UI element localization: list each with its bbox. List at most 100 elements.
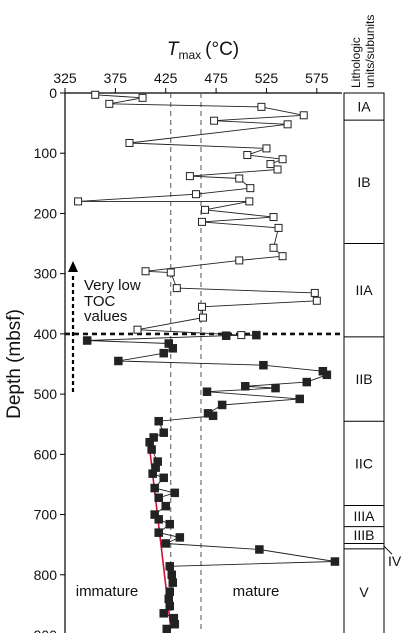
- y-tick-label-0: 0: [49, 85, 57, 101]
- filled-square-point-19: [159, 428, 168, 437]
- reference-lines: [65, 93, 342, 633]
- filled-square-point-7: [259, 360, 268, 370]
- filled-square-point-32: [154, 515, 163, 524]
- lithology-leader-7: [383, 545, 393, 555]
- open-square-point-15: [246, 184, 255, 193]
- y-tick-label-2: 200: [34, 205, 58, 221]
- series-markers: [74, 90, 340, 633]
- y-tick-label-6: 600: [34, 446, 58, 462]
- filled-square-point-28: [170, 488, 180, 498]
- filled-square-point-40: [167, 570, 177, 580]
- open-square-point-18: [245, 197, 254, 206]
- filled-square-point-35: [175, 533, 185, 542]
- y-tick-label-7: 700: [34, 507, 58, 523]
- filled-square-point-34: [154, 528, 163, 537]
- x-tick-label-0: 325: [53, 70, 77, 86]
- open-square-point-10: [278, 155, 287, 164]
- filled-square-point-18: [154, 416, 163, 426]
- filled-square-point-0: [252, 330, 261, 340]
- low-toc-annotation-line-3: values: [84, 308, 127, 325]
- x-tick-label-3: 475: [204, 70, 228, 86]
- filled-square-point-2: [82, 336, 92, 345]
- open-square-point-27: [166, 268, 175, 277]
- open-square-point-7: [125, 138, 134, 147]
- low-toc-arrow-head: [68, 261, 78, 272]
- filled-square-point-11: [241, 382, 250, 391]
- low-toc-annotation-line-2: TOC: [84, 293, 116, 310]
- lithology-unit-IIIA: IIIA: [353, 508, 375, 524]
- filled-square-point-41: [168, 578, 178, 587]
- open-square-point-3: [257, 102, 266, 111]
- filled-square-point-29: [154, 493, 163, 502]
- annotations: Very low TOC values immature mature: [68, 261, 279, 600]
- filled-square-point-13: [202, 387, 212, 396]
- lithology-unit-IA: IA: [357, 99, 371, 115]
- y-tick-label-3: 300: [34, 266, 58, 282]
- filled-square-point-10: [302, 377, 311, 387]
- open-square-point-11: [266, 160, 275, 169]
- open-square-point-30: [312, 296, 321, 305]
- filled-square-point-6: [114, 356, 123, 366]
- filled-square-point-21: [145, 438, 154, 447]
- lithology-unit-IIB: IIB: [355, 371, 372, 387]
- open-square-point-23: [269, 243, 278, 252]
- lithology-unit-V: V: [359, 584, 369, 600]
- lithology-unit-IIIB: IIIB: [353, 527, 374, 543]
- y-tick-label-8: 800: [34, 567, 58, 583]
- x-axis-title-symbol: T: [167, 39, 180, 60]
- x-tick-label-5: 575: [305, 70, 329, 86]
- lithology-column: IA IB IIA IIB IIC IIIA IIIB IV V: [343, 92, 402, 633]
- open-square-point-0: [91, 90, 100, 99]
- open-square-point-24: [278, 252, 287, 261]
- filled-square-point-25: [148, 469, 157, 478]
- lithology-unit-IIC: IIC: [355, 455, 373, 471]
- filled-square-point-9: [322, 370, 332, 380]
- open-square-point-13: [185, 172, 194, 181]
- immature-label: immature: [76, 583, 139, 600]
- x-axis-title-unit: (°C): [205, 39, 239, 60]
- open-square-point-28: [172, 284, 181, 293]
- filled-square-point-5: [159, 348, 168, 358]
- filled-square-point-47: [170, 619, 180, 629]
- x-axis-title-subscript: max: [178, 48, 201, 62]
- open-square-point-26: [141, 267, 150, 276]
- open-square-point-34: [237, 331, 246, 340]
- plot-frame: [64, 92, 342, 633]
- filled-square-point-1: [221, 331, 231, 340]
- filled-square-point-39: [165, 562, 175, 571]
- filled-square-point-15: [217, 400, 227, 410]
- lithology-unit-IV: IV: [388, 553, 402, 569]
- filled-square-point-38: [330, 557, 340, 566]
- filled-square-point-43: [164, 594, 173, 604]
- open-square-point-19: [201, 205, 210, 214]
- filled-square-point-14: [295, 394, 304, 404]
- open-square-point-6: [283, 120, 292, 129]
- open-square-point-12: [273, 165, 282, 174]
- open-square-point-17: [74, 197, 83, 206]
- filled-square-point-37: [255, 545, 264, 554]
- filled-square-point-42: [165, 587, 175, 596]
- lithology-column-frame: [343, 92, 385, 633]
- y-tick-label-4: 400: [34, 326, 58, 342]
- open-square-point-31: [197, 302, 206, 311]
- filled-square-point-45: [159, 609, 168, 618]
- open-square-point-4: [299, 111, 308, 120]
- x-tick-label-2: 425: [154, 70, 178, 86]
- open-square-point-16: [191, 190, 200, 199]
- open-square-point-5: [210, 116, 219, 125]
- open-square-point-32: [198, 313, 207, 322]
- open-square-point-33: [133, 325, 142, 334]
- lithology-unit-IIA: IIA: [355, 282, 373, 298]
- filled-square-point-22: [147, 445, 156, 454]
- filled-square-point-4: [168, 344, 178, 353]
- y-tick-label-5: 500: [34, 386, 58, 402]
- filled-square-point-36: [161, 539, 170, 548]
- y-tick-label-1: 100: [34, 145, 58, 161]
- open-square-point-20: [269, 213, 278, 222]
- open-square-point-8: [262, 144, 271, 153]
- lithology-unit-IB: IB: [357, 174, 370, 190]
- filled-square-point-48: [162, 624, 171, 633]
- open-square-point-9: [243, 151, 252, 160]
- x-tick-label-4: 525: [255, 70, 279, 86]
